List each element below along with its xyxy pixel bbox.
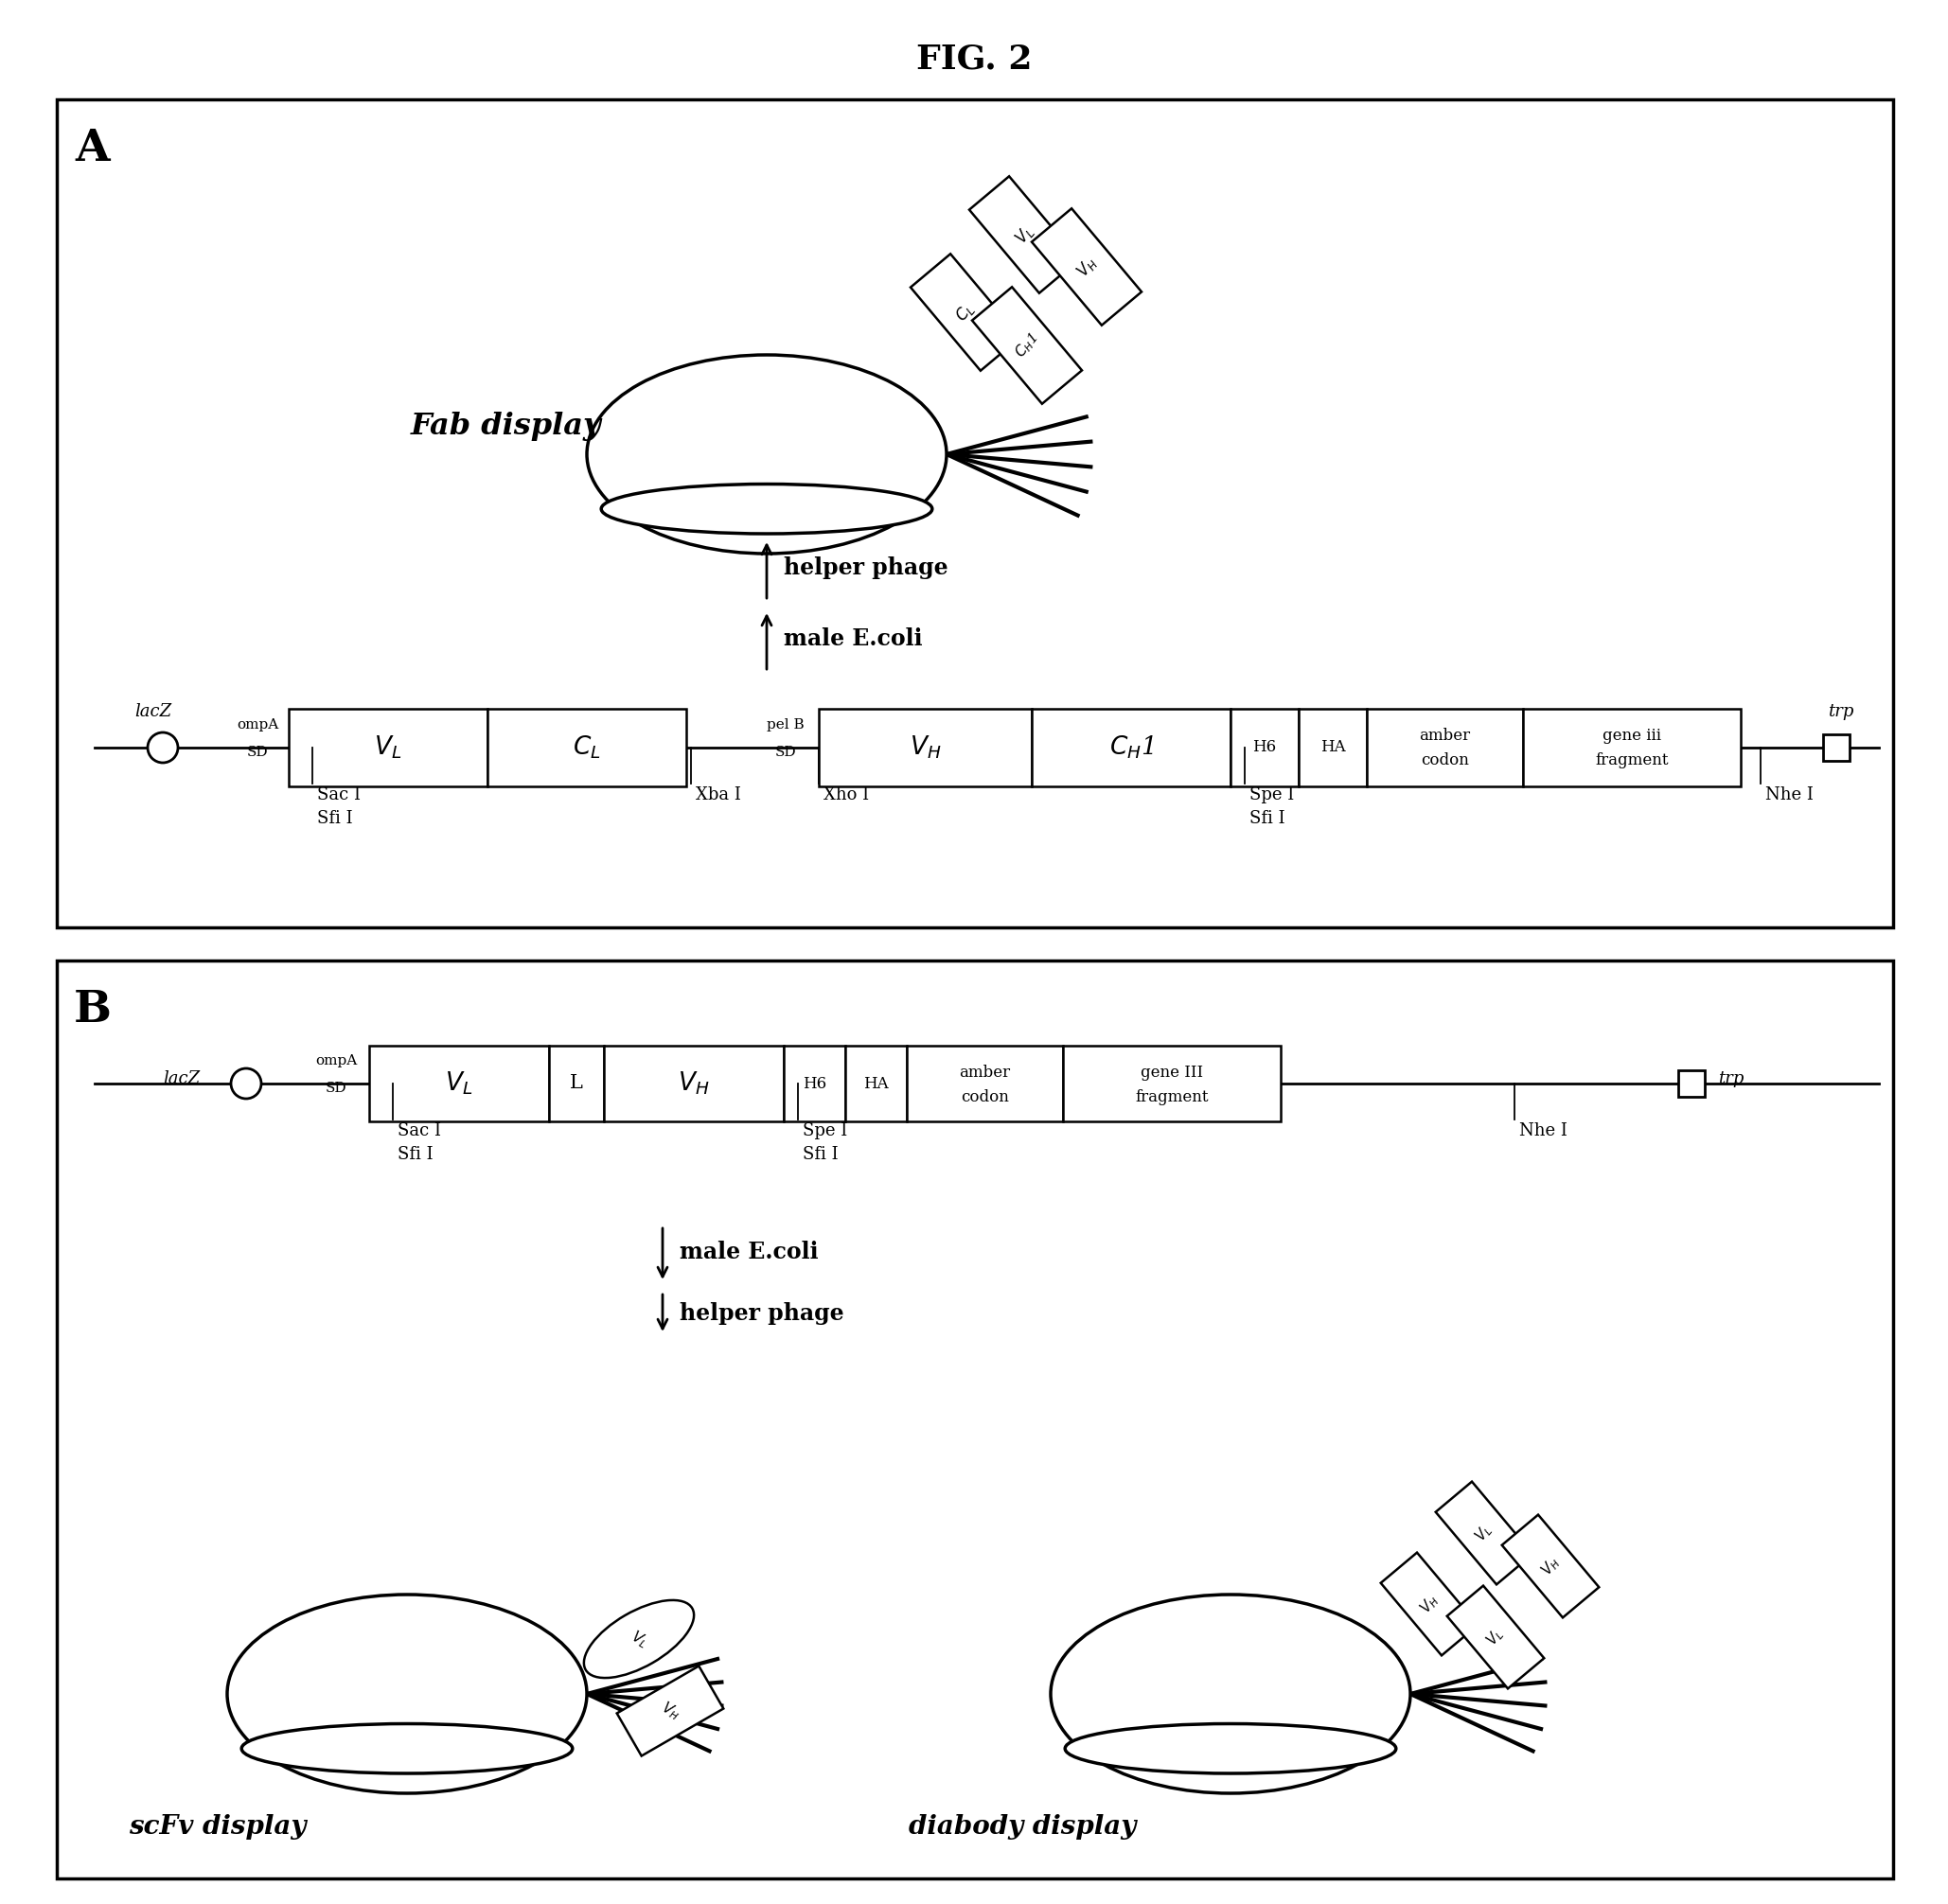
Ellipse shape [232, 1068, 261, 1099]
Text: $V_H$: $V_H$ [678, 1070, 709, 1097]
Polygon shape [972, 288, 1081, 404]
Bar [1679, 1070, 1704, 1097]
Text: helper phage: helper phage [680, 1302, 843, 1325]
Text: $C_L$: $C_L$ [953, 299, 978, 326]
Text: SD: SD [247, 746, 269, 760]
Text: Sac I: Sac I [318, 786, 360, 803]
Text: $V_L$: $V_L$ [1011, 221, 1036, 248]
Ellipse shape [242, 1723, 573, 1773]
Text: Sfi I: Sfi I [1249, 809, 1286, 826]
Polygon shape [1502, 1516, 1599, 1618]
Text: lacZ: lacZ [134, 703, 171, 720]
Ellipse shape [602, 484, 933, 533]
Ellipse shape [1050, 1594, 1410, 1794]
Text: male E.coli: male E.coli [680, 1241, 818, 1264]
Text: Spe I: Spe I [1249, 786, 1293, 803]
Text: $C_H$1: $C_H$1 [1011, 329, 1042, 362]
Text: HA: HA [1321, 739, 1346, 756]
Ellipse shape [148, 733, 177, 764]
Text: $V_H$: $V_H$ [1537, 1554, 1564, 1578]
Bar [1064, 1045, 1280, 1121]
Text: H6: H6 [803, 1076, 826, 1091]
Polygon shape [1381, 1552, 1479, 1655]
Bar [783, 1045, 845, 1121]
Text: $V_L$: $V_L$ [1473, 1521, 1496, 1546]
Text: Sfi I: Sfi I [803, 1146, 838, 1163]
Bar [370, 1045, 549, 1121]
Text: lacZ: lacZ [164, 1070, 201, 1087]
Ellipse shape [228, 1594, 586, 1794]
Text: scFv display: scFv display [129, 1815, 306, 1839]
Bar [908, 1045, 1064, 1121]
Polygon shape [618, 1666, 723, 1755]
Text: Fab display: Fab display [411, 411, 602, 440]
Text: HA: HA [863, 1076, 888, 1091]
Text: $V_H$: $V_H$ [658, 1698, 684, 1723]
Text: Nhe I: Nhe I [1765, 786, 1814, 803]
Text: diabody display: diabody display [908, 1815, 1136, 1839]
Text: $V_L$: $V_L$ [374, 735, 401, 762]
Polygon shape [1436, 1481, 1533, 1584]
Bar [1032, 708, 1231, 786]
Text: $V_L$: $V_L$ [627, 1628, 651, 1651]
Polygon shape [1447, 1586, 1545, 1689]
Polygon shape [970, 177, 1079, 293]
Text: L: L [571, 1074, 582, 1093]
Text: SD: SD [775, 746, 797, 760]
Text: pel B: pel B [768, 718, 805, 731]
Text: Xba I: Xba I [695, 786, 740, 803]
Bar [549, 1045, 604, 1121]
Bar [845, 1045, 908, 1121]
Text: codon: codon [1420, 752, 1469, 769]
Bar [1367, 708, 1523, 786]
Text: $V_H$: $V_H$ [910, 735, 941, 762]
Ellipse shape [1066, 1723, 1397, 1773]
Text: gene III: gene III [1140, 1064, 1204, 1080]
Text: SD: SD [325, 1081, 347, 1095]
Text: trp: trp [1827, 703, 1854, 720]
Text: fragment: fragment [1136, 1089, 1208, 1104]
Text: $V_L$: $V_L$ [1482, 1624, 1508, 1649]
Bar [56, 99, 1893, 927]
Bar [818, 708, 1032, 786]
Text: ompA: ompA [316, 1055, 356, 1068]
Bar [288, 708, 487, 786]
Bar [1231, 708, 1299, 786]
Text: $V_H$: $V_H$ [1073, 253, 1101, 282]
Text: codon: codon [960, 1089, 1009, 1104]
Text: fragment: fragment [1595, 752, 1669, 769]
Bar [487, 708, 686, 786]
Text: gene iii: gene iii [1603, 727, 1662, 744]
Text: amber: amber [958, 1064, 1011, 1080]
Text: Spe I: Spe I [803, 1121, 847, 1139]
Text: $C_L$: $C_L$ [573, 735, 600, 762]
Text: trp: trp [1718, 1070, 1743, 1087]
Text: $V_L$: $V_L$ [446, 1070, 473, 1097]
Bar [604, 1045, 783, 1121]
Text: B: B [74, 988, 111, 1032]
Text: Sac I: Sac I [397, 1121, 440, 1139]
Text: male E.coli: male E.coli [783, 628, 923, 649]
Bar [56, 960, 1893, 1879]
Text: helper phage: helper phage [783, 556, 949, 579]
Bar [1299, 708, 1367, 786]
Text: H6: H6 [1253, 739, 1276, 756]
Text: amber: amber [1420, 727, 1471, 744]
Bar [1823, 735, 1849, 762]
Text: Xho I: Xho I [824, 786, 869, 803]
Bar [1523, 708, 1742, 786]
Text: A: A [76, 128, 111, 169]
Text: Sfi I: Sfi I [318, 809, 353, 826]
Text: Nhe I: Nhe I [1519, 1121, 1568, 1139]
Text: $V_H$: $V_H$ [1416, 1592, 1442, 1616]
Text: Sfi I: Sfi I [397, 1146, 432, 1163]
Text: ompA: ompA [236, 718, 279, 731]
Text: $C_H$1: $C_H$1 [1108, 735, 1153, 762]
Ellipse shape [584, 1599, 693, 1677]
Text: FIG. 2: FIG. 2 [916, 42, 1032, 74]
Polygon shape [1032, 208, 1142, 326]
Ellipse shape [586, 354, 947, 554]
Polygon shape [910, 253, 1021, 371]
